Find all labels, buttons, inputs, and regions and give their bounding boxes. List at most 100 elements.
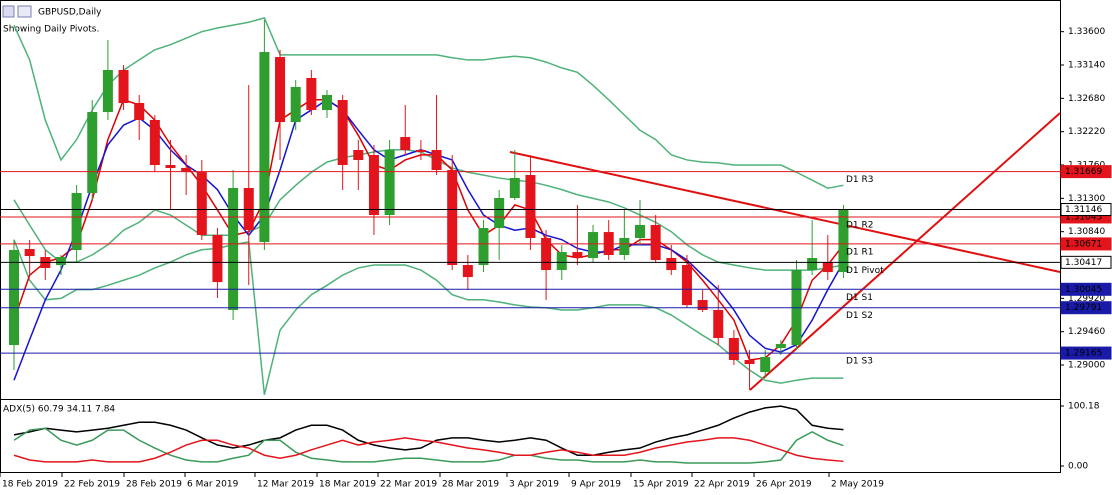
indicator-line	[13, 98, 845, 361]
candle-body	[509, 177, 520, 198]
price-tag	[1060, 282, 1112, 296]
price-tag	[1060, 255, 1112, 269]
candle-body	[165, 165, 176, 168]
price-tag-label: 1.30417	[1065, 258, 1102, 268]
indicator-line	[13, 98, 845, 381]
x-tick-label: 26 Apr 2019	[756, 480, 812, 490]
candle-body	[243, 187, 254, 231]
candle-body	[588, 232, 599, 258]
candle-body	[196, 172, 207, 236]
candle-body	[87, 112, 98, 193]
indicator-line	[13, 427, 844, 464]
candle-body	[666, 257, 677, 271]
candle-body	[353, 150, 364, 161]
pivot-name: D1 S2	[846, 311, 873, 321]
pivot-name: D1 Pivot	[846, 266, 884, 276]
price-tag	[1060, 346, 1112, 360]
candle-body	[384, 150, 395, 216]
candle-body	[462, 265, 473, 278]
pivot-name: D1 S1	[846, 293, 873, 303]
indicator-line	[13, 149, 844, 271]
candle-body	[134, 102, 145, 121]
x-tick-label: 3 Apr 2019	[509, 480, 559, 490]
candle-body	[556, 252, 567, 271]
candle-body	[415, 150, 426, 153]
chart-icon[interactable]	[2, 5, 15, 18]
price-tag-label: 1.29791	[1065, 303, 1102, 313]
candle-body	[807, 257, 818, 271]
indicator-line	[13, 405, 844, 456]
candle-body	[713, 310, 724, 338]
price-tag-label: 1.31669	[1065, 167, 1102, 177]
y-tick-label: 1.29920	[1068, 294, 1105, 304]
candle-body	[290, 87, 301, 123]
y-tick-label: 1.31300	[1068, 194, 1105, 204]
y-tick-label: 1.33600	[1068, 27, 1105, 37]
price-tag-label: 1.29165	[1065, 349, 1102, 359]
x-tick-label: 6 Mar 2019	[187, 480, 239, 490]
candle-body	[635, 225, 645, 238]
y-tick-label: 1.33140	[1068, 61, 1105, 71]
candle-body	[181, 167, 192, 173]
candle-body	[822, 262, 833, 273]
indicator-line	[13, 239, 844, 395]
x-tick-label: 28 Mar 2019	[442, 480, 499, 490]
indicator-line	[13, 437, 844, 463]
candle-body	[24, 249, 35, 257]
x-tick-label: 22 Apr 2019	[694, 480, 750, 490]
candle-body	[760, 357, 771, 373]
x-tick-label: 9 Apr 2019	[571, 480, 621, 490]
candle-body	[400, 137, 411, 151]
y-tick-label: 1.29000	[1068, 361, 1105, 371]
price-tag	[1060, 203, 1112, 217]
price-tag-label: 1.30671	[1065, 239, 1102, 249]
price-tag	[1060, 165, 1112, 179]
chart-subtitle: Showing Daily Pivots.	[3, 25, 99, 35]
candle-body	[55, 257, 66, 266]
pivot-name: D1 S3	[846, 357, 873, 367]
price-tag-label: 1.31043	[1065, 212, 1102, 222]
candle-body	[744, 360, 755, 365]
candle-body	[71, 192, 82, 251]
plot-border	[0, 0, 1061, 473]
candle-body	[306, 77, 317, 111]
candle-body	[494, 197, 505, 228]
candle-body	[212, 235, 223, 283]
candle-body	[118, 70, 129, 103]
candle-body	[728, 337, 739, 361]
indicator-line	[13, 17, 844, 189]
y-tick-label: 1.32680	[1068, 94, 1105, 104]
x-tick-label: 18 Mar 2019	[319, 480, 376, 490]
candle-body	[775, 344, 786, 348]
x-tick-label: 22 Feb 2019	[64, 480, 120, 490]
y-tick-label: 1.29460	[1068, 327, 1105, 337]
candle-body	[697, 300, 708, 311]
chart-title: GBPUSD,Daily	[38, 8, 102, 18]
x-tick-label: 18 Feb 2019	[2, 480, 58, 490]
candle-body	[572, 252, 583, 258]
y-tick-label: 1.32220	[1068, 127, 1105, 137]
pivot-name: D1 R2	[846, 220, 874, 230]
price-tag	[1060, 301, 1112, 315]
candle-body	[838, 210, 849, 273]
indicator-title: ADX(5) 60.79 34.11 7.84	[3, 405, 115, 415]
candle-body	[102, 70, 113, 113]
y-tick-label: 1.30840	[1068, 227, 1105, 237]
candle-body	[478, 227, 489, 266]
candle-body	[337, 100, 348, 166]
candle-body	[447, 170, 458, 266]
trend-line[interactable]	[749, 112, 1061, 391]
x-tick-label: 12 Mar 2019	[257, 480, 314, 490]
price-tag-label: 1.31146	[1065, 205, 1102, 215]
candle-body	[275, 57, 286, 123]
candle-body	[9, 250, 19, 346]
candle-body	[368, 155, 379, 216]
candle-body	[228, 187, 239, 311]
price-tag-label: 1.30045	[1065, 285, 1102, 295]
candle-body	[681, 265, 692, 306]
pivot-name: D1 R3	[846, 175, 874, 185]
x-tick-label: 28 Feb 2019	[126, 480, 182, 490]
candle-body	[541, 237, 552, 271]
chart-icon[interactable]	[17, 5, 32, 18]
